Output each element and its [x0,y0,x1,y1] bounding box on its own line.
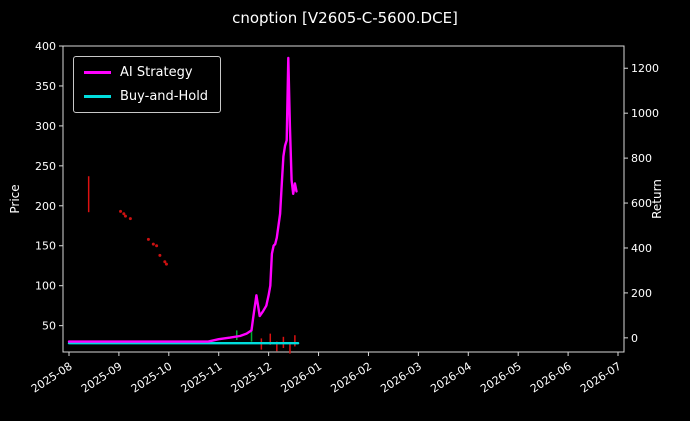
y-right-tick-label: 1000 [631,107,659,120]
x-tick-label: 2026-02 [328,360,374,396]
legend-label: Buy-and-Hold [120,89,209,104]
x-tick-label: 2026-07 [578,360,624,396]
scatter-point [155,244,159,248]
legend-label: AI Strategy [120,65,193,80]
scatter-point [122,212,126,216]
x-tick-label: 2026-05 [478,360,524,396]
x-tick-label: 2026-01 [279,360,325,396]
x-tick-label: 2026-06 [528,360,574,396]
y-left-tick-label: 250 [35,160,56,173]
scatter-point [146,237,150,241]
y-right-tick-label: 200 [631,287,652,300]
y-right-tick-label: 600 [631,197,652,210]
y-right-tick-label: 1200 [631,62,659,75]
y-left-tick-label: 50 [42,320,56,333]
chart-title: cnoption [V2605-C-5600.DCE] [232,9,458,27]
x-tick-label: 2025-08 [29,360,75,396]
x-tick-label: 2025-10 [129,360,175,396]
y-left-tick-label: 300 [35,120,56,133]
buy-and-hold-line-swatch [84,95,111,98]
scatter-point [164,262,168,266]
y-left-tick-label: 400 [35,40,56,53]
x-tick-label: 2025-09 [79,360,125,396]
legend-item-ai-strategy: AI Strategy [84,65,208,80]
y-left-tick-label: 350 [35,80,56,93]
legend-item-buy-and-hold: Buy-and-Hold [84,89,208,104]
x-tick-label: 2025-11 [179,360,225,396]
y-right-tick-label: 800 [631,152,652,165]
ai-strategy-line-swatch [84,71,111,74]
plot-border [62,45,625,353]
scatter-point [151,242,155,246]
chart-legend: AI Strategy Buy-and-Hold [73,56,222,113]
x-tick-label: 2025-12 [229,360,275,396]
x-tick-label: 2026-04 [428,360,474,396]
scatter-point [123,214,127,218]
scatter-point [119,209,123,213]
series-line-ai-strategy [67,56,298,343]
scatter-point [158,253,162,257]
y-left-tick-label: 150 [35,240,56,253]
scatter-point [128,217,132,221]
y-right-tick-label: 0 [631,332,638,345]
x-tick-label: 2026-03 [378,360,424,396]
y-right-tick-label: 400 [631,242,652,255]
y-left-tick-label: 100 [35,280,56,293]
scatter-point [163,260,167,264]
y-left-tick-label: 200 [35,200,56,213]
